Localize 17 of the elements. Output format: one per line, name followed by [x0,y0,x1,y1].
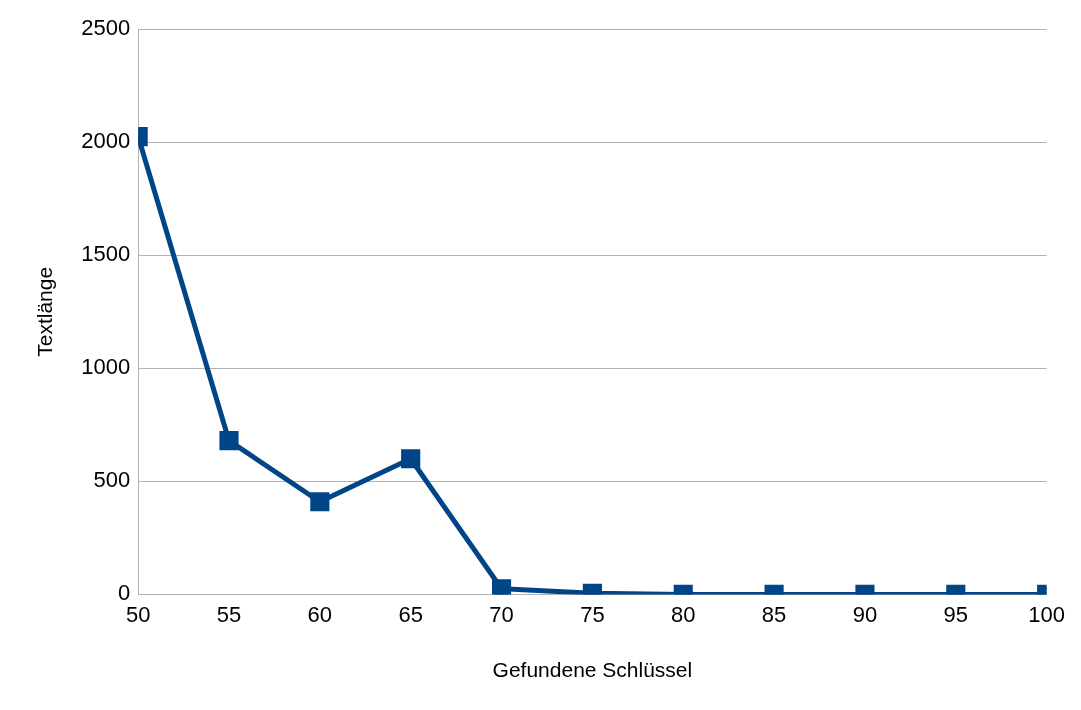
x-tick-label: 85 [761,601,787,627]
y-tick-label: 1500 [81,241,131,267]
x-tick-label: 80 [671,601,696,627]
y-tick-label: 500 [93,467,131,493]
y-tick-label: 1000 [81,354,131,380]
x-tick-label: 95 [943,601,969,627]
x-tick-label: 70 [489,601,514,627]
x-tick-label: 60 [307,601,333,627]
x-tick-label: 55 [216,601,242,627]
x-tick-label: 65 [398,601,423,627]
y-axis-title: Textlänge [33,266,57,357]
y-tick-label: 2000 [81,128,131,154]
x-tick-label: 100 [1028,601,1066,627]
x-axis-title: Gefundene Schlüssel [492,658,693,682]
x-tick-label: 75 [580,601,605,627]
y-tick-label: 2500 [81,15,131,41]
x-tick-label: 90 [852,601,878,627]
